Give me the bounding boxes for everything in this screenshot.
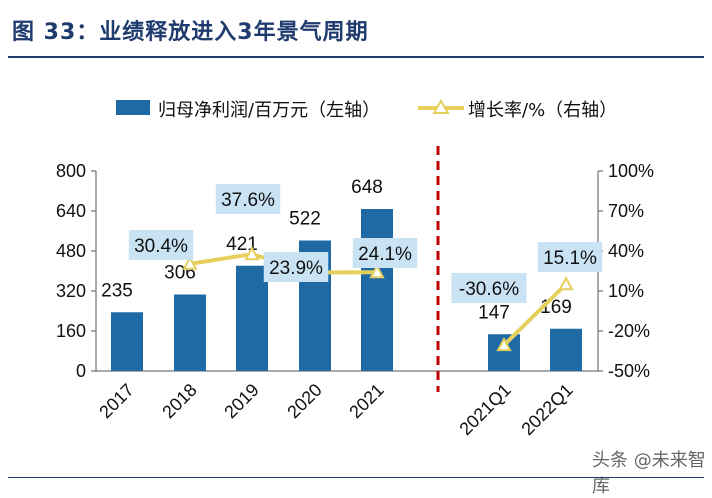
bar-value-label: 235 <box>101 280 133 301</box>
left-tick-label: 640 <box>56 201 86 221</box>
bar-value-label: 147 <box>478 302 510 323</box>
left-tick-label: 800 <box>56 161 86 181</box>
watermark: 头条 @未来智库 <box>592 446 712 498</box>
left-tick-label: 160 <box>56 321 86 341</box>
growth-rate-label: 30.4% <box>134 236 188 257</box>
left-tick-label: 0 <box>76 361 86 381</box>
growth-rate-label: -30.6% <box>459 279 519 300</box>
bottom-rule <box>8 477 704 478</box>
bar-2017 <box>111 312 143 371</box>
bar-value-label: 522 <box>289 209 321 230</box>
right-tick-label: 70% <box>608 201 644 221</box>
bar-2018 <box>174 295 206 372</box>
x-category-label: 2021 <box>345 380 387 422</box>
x-category-label: 2021Q1 <box>455 380 514 439</box>
x-category-label: 2019 <box>220 380 262 422</box>
right-tick-label: -50% <box>608 361 650 381</box>
bar-2019 <box>236 266 268 371</box>
growth-rate-label: 24.1% <box>358 244 412 265</box>
right-tick-label: 100% <box>608 161 654 181</box>
right-tick-label: 40% <box>608 241 644 261</box>
bar-2022Q1 <box>550 329 582 371</box>
right-tick-label: 10% <box>608 281 644 301</box>
bar-value-label: 648 <box>351 177 383 198</box>
left-tick-label: 320 <box>56 281 86 301</box>
x-category-label: 2020 <box>283 380 325 422</box>
x-category-label: 2022Q1 <box>517 380 576 439</box>
left-tick-label: 480 <box>56 241 86 261</box>
growth-rate-label: 15.1% <box>543 248 597 269</box>
chart-plot: 0 160 320 480 640 800 -50% -20% 10% 40% 70% 100% 235… <box>0 0 712 485</box>
x-category-label: 2018 <box>158 380 200 422</box>
bar-2021 <box>361 209 393 371</box>
growth-rate-label: 37.6% <box>221 190 275 211</box>
growth-marker-2022Q1 <box>560 278 572 289</box>
growth-line-segment <box>190 254 252 264</box>
x-category-label: 2017 <box>95 380 137 422</box>
right-tick-label: -20% <box>608 321 650 341</box>
growth-rate-label: 23.9% <box>269 258 323 279</box>
